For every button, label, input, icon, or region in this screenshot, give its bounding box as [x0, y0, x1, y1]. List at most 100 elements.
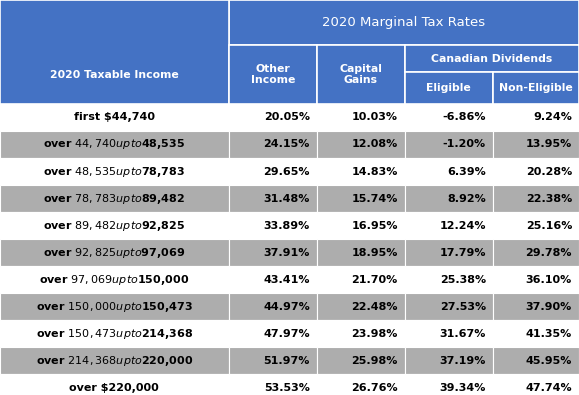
Bar — [405, 374, 493, 395]
Bar — [405, 104, 493, 131]
Text: first $44,740: first $44,740 — [74, 113, 155, 122]
Bar — [229, 212, 317, 239]
Bar — [405, 158, 493, 185]
Text: 29.65%: 29.65% — [263, 167, 310, 177]
Bar — [229, 374, 317, 395]
Bar — [405, 212, 493, 239]
Text: 20.28%: 20.28% — [526, 167, 572, 177]
Bar — [0, 320, 229, 348]
Text: over $150,473 up to $214,368: over $150,473 up to $214,368 — [36, 327, 193, 341]
Bar — [229, 185, 317, 212]
Text: over $44,740 up to $48,535: over $44,740 up to $48,535 — [43, 137, 185, 151]
Text: 10.03%: 10.03% — [352, 113, 398, 122]
Bar — [229, 104, 317, 131]
Text: 47.97%: 47.97% — [263, 329, 310, 339]
Text: 47.74%: 47.74% — [525, 383, 572, 393]
Bar — [493, 239, 579, 266]
Text: 51.97%: 51.97% — [263, 356, 310, 366]
Bar — [317, 104, 405, 131]
Bar — [317, 348, 405, 374]
Text: 12.24%: 12.24% — [439, 221, 486, 231]
Bar — [493, 212, 579, 239]
Text: 41.35%: 41.35% — [526, 329, 572, 339]
Text: 23.98%: 23.98% — [351, 329, 398, 339]
Text: 25.98%: 25.98% — [351, 356, 398, 366]
Bar — [317, 374, 405, 395]
Bar — [493, 131, 579, 158]
Bar — [0, 0, 229, 104]
Text: 24.15%: 24.15% — [263, 139, 310, 149]
Bar — [493, 374, 579, 395]
Text: 25.16%: 25.16% — [526, 221, 572, 231]
Bar — [229, 158, 317, 185]
Text: over $220,000: over $220,000 — [69, 383, 159, 393]
Bar — [317, 293, 405, 320]
Text: 8.92%: 8.92% — [447, 194, 486, 203]
Bar — [229, 348, 317, 374]
Text: 2020 Marginal Tax Rates: 2020 Marginal Tax Rates — [323, 16, 485, 29]
Text: 14.83%: 14.83% — [351, 167, 398, 177]
Bar — [317, 45, 405, 104]
Bar — [0, 266, 229, 293]
Text: over $92,825 up to $97,069: over $92,825 up to $97,069 — [43, 246, 185, 260]
Text: 39.34%: 39.34% — [439, 383, 486, 393]
Bar — [229, 0, 579, 45]
Bar — [0, 348, 229, 374]
Bar — [405, 185, 493, 212]
Text: 27.53%: 27.53% — [439, 302, 486, 312]
Bar — [405, 45, 579, 72]
Bar — [493, 266, 579, 293]
Text: 2020 Taxable Income: 2020 Taxable Income — [50, 70, 179, 80]
Text: 20.05%: 20.05% — [264, 113, 310, 122]
Text: 36.10%: 36.10% — [526, 275, 572, 285]
Bar — [493, 104, 579, 131]
Text: 33.89%: 33.89% — [263, 221, 310, 231]
Text: over $78,783 up to $89,482: over $78,783 up to $89,482 — [43, 192, 185, 205]
Bar — [0, 131, 229, 158]
Bar — [317, 212, 405, 239]
Text: 17.79%: 17.79% — [439, 248, 486, 258]
Bar — [493, 348, 579, 374]
Text: 43.41%: 43.41% — [263, 275, 310, 285]
Bar — [229, 131, 317, 158]
Bar — [405, 266, 493, 293]
Bar — [493, 185, 579, 212]
Text: 9.24%: 9.24% — [533, 113, 572, 122]
Bar — [317, 158, 405, 185]
Text: Capital
Gains: Capital Gains — [339, 64, 382, 85]
Text: over $97,069 up to $150,000: over $97,069 up to $150,000 — [39, 273, 189, 287]
Bar — [229, 320, 317, 348]
Bar — [229, 266, 317, 293]
Text: over $89,482 up to $92,825: over $89,482 up to $92,825 — [43, 219, 185, 233]
Text: Eligible: Eligible — [426, 83, 471, 93]
Text: 37.90%: 37.90% — [526, 302, 572, 312]
Text: over $214,368 up to $220,000: over $214,368 up to $220,000 — [36, 354, 193, 368]
Bar — [317, 131, 405, 158]
Text: 12.08%: 12.08% — [351, 139, 398, 149]
Text: Non-Eligible: Non-Eligible — [499, 83, 573, 93]
Bar — [0, 0, 229, 104]
Bar — [405, 239, 493, 266]
Text: 29.78%: 29.78% — [526, 248, 572, 258]
Text: 15.74%: 15.74% — [351, 194, 398, 203]
Text: 16.95%: 16.95% — [351, 221, 398, 231]
Bar — [317, 239, 405, 266]
Bar — [229, 239, 317, 266]
Text: 45.95%: 45.95% — [526, 356, 572, 366]
Bar — [0, 158, 229, 185]
Bar — [317, 266, 405, 293]
Text: 31.48%: 31.48% — [263, 194, 310, 203]
Text: 25.38%: 25.38% — [439, 275, 486, 285]
Text: 21.70%: 21.70% — [351, 275, 398, 285]
Bar — [405, 131, 493, 158]
Text: 26.76%: 26.76% — [351, 383, 398, 393]
Text: over $150,000 up to $150,473: over $150,000 up to $150,473 — [36, 300, 193, 314]
Bar — [0, 293, 229, 320]
Bar — [0, 185, 229, 212]
Text: 37.19%: 37.19% — [439, 356, 486, 366]
Bar — [493, 293, 579, 320]
Text: -6.86%: -6.86% — [442, 113, 486, 122]
Text: 37.91%: 37.91% — [263, 248, 310, 258]
Bar — [229, 45, 317, 104]
Text: 31.67%: 31.67% — [439, 329, 486, 339]
